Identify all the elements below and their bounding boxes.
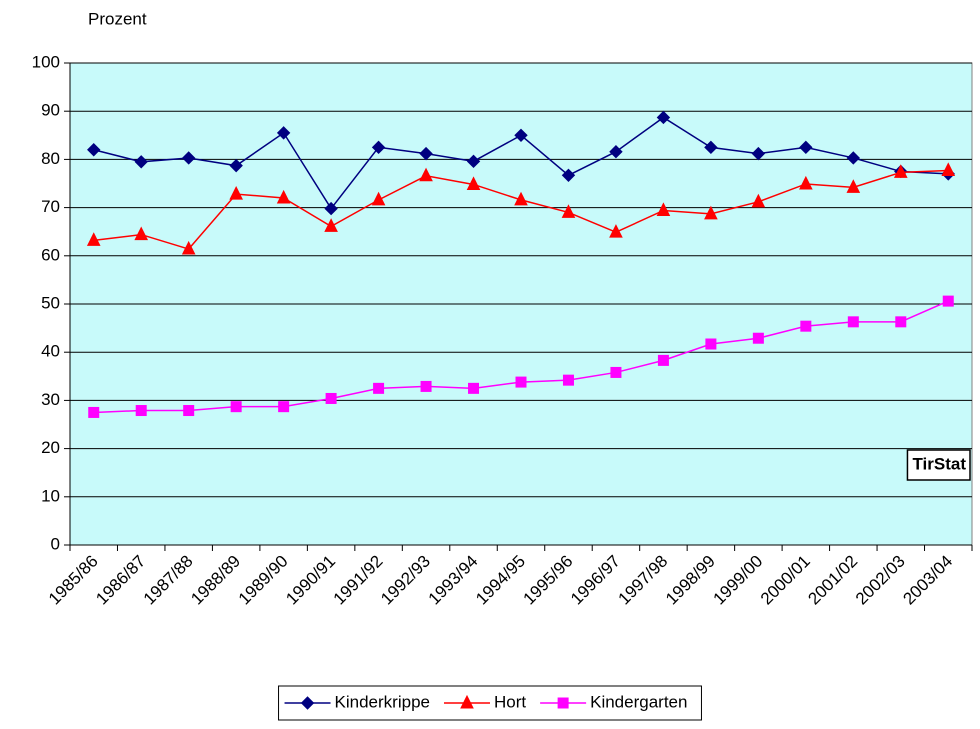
y-tick-label: 50 <box>41 293 60 312</box>
marker <box>942 295 954 307</box>
marker <box>704 205 718 220</box>
marker <box>656 202 671 216</box>
x-tick-label: 1993/94 <box>425 552 482 609</box>
marker <box>134 226 149 241</box>
marker <box>800 320 812 332</box>
marker <box>324 201 338 216</box>
y-tick-label: 80 <box>41 149 60 168</box>
marker <box>609 144 623 159</box>
marker <box>276 126 291 140</box>
marker <box>183 405 195 417</box>
marker <box>514 128 528 143</box>
x-tick-label: 1988/89 <box>187 552 244 609</box>
marker <box>276 189 291 204</box>
legend-marker <box>300 696 315 710</box>
x-tick-label: 2001/02 <box>804 552 861 609</box>
marker <box>514 191 528 206</box>
marker <box>135 405 147 417</box>
y-tick-label: 90 <box>41 101 60 120</box>
x-tick-label: 1987/88 <box>140 552 197 609</box>
marker <box>181 240 196 255</box>
marker <box>278 401 290 413</box>
legend-label: Kindergarten <box>590 692 687 711</box>
marker <box>561 168 576 183</box>
x-tick-label: 1994/95 <box>472 552 529 609</box>
x-tick-label: 1989/90 <box>235 552 292 609</box>
marker <box>419 146 433 161</box>
marker <box>752 332 764 344</box>
marker <box>420 380 432 392</box>
marker <box>609 224 623 238</box>
marker <box>941 162 956 176</box>
x-tick-label: 2002/03 <box>852 552 909 609</box>
legend-label: Hort <box>494 692 526 711</box>
y-tick-label: 20 <box>41 438 60 457</box>
annotation-box <box>906 449 971 481</box>
marker <box>562 374 574 386</box>
x-tick-label: 1986/87 <box>92 552 149 609</box>
marker <box>610 366 622 378</box>
x-tick-label: 1996/97 <box>567 552 624 609</box>
marker <box>466 154 481 169</box>
marker <box>88 406 100 418</box>
x-tick-label: 1985/86 <box>45 552 102 609</box>
y-tick-label: 100 <box>32 52 60 71</box>
marker <box>466 176 481 190</box>
marker <box>419 167 433 182</box>
marker <box>230 401 242 413</box>
y-tick-label: 70 <box>41 197 60 216</box>
marker <box>656 110 671 125</box>
y-tick-label: 60 <box>41 245 60 264</box>
y-tick-label: 40 <box>41 342 60 361</box>
marker <box>561 204 576 218</box>
marker <box>799 140 813 155</box>
marker <box>325 392 337 404</box>
marker <box>515 376 527 388</box>
marker <box>657 354 669 366</box>
marker <box>799 175 813 190</box>
legend-marker <box>460 694 474 709</box>
marker <box>893 164 908 178</box>
y-tick-label: 10 <box>41 486 60 505</box>
marker <box>86 232 101 246</box>
marker <box>895 316 907 328</box>
marker <box>846 179 861 193</box>
marker <box>229 185 243 200</box>
x-tick-label: 1999/00 <box>709 552 766 609</box>
x-tick-label: 1991/92 <box>330 552 387 609</box>
marker <box>87 143 101 157</box>
marker <box>181 151 196 165</box>
y-tick-label: 0 <box>51 534 60 553</box>
y-axis-label: Prozent <box>88 9 147 28</box>
marker <box>371 140 386 155</box>
marker <box>468 382 480 394</box>
marker <box>373 382 385 394</box>
x-tick-label: 1992/93 <box>377 552 434 609</box>
marker <box>134 155 148 169</box>
x-tick-label: 1995/96 <box>520 552 577 609</box>
x-tick-label: 2000/01 <box>757 552 814 609</box>
x-tick-label: 1997/98 <box>615 552 672 609</box>
y-tick-label: 30 <box>41 390 60 409</box>
annotation: TirStat <box>912 454 966 473</box>
marker <box>847 316 859 328</box>
marker <box>229 158 243 173</box>
marker <box>371 191 386 206</box>
x-tick-label: 1990/91 <box>282 552 339 609</box>
marker <box>704 140 718 155</box>
x-tick-label: 1998/99 <box>662 552 719 609</box>
legend-box <box>278 685 702 721</box>
x-tick-label: 2003/04 <box>899 552 956 609</box>
marker <box>324 218 338 232</box>
legend-marker <box>557 697 569 709</box>
marker <box>751 146 766 161</box>
marker <box>751 193 766 208</box>
marker <box>846 151 861 165</box>
marker <box>705 338 717 350</box>
legend-label: Kinderkrippe <box>335 692 430 711</box>
